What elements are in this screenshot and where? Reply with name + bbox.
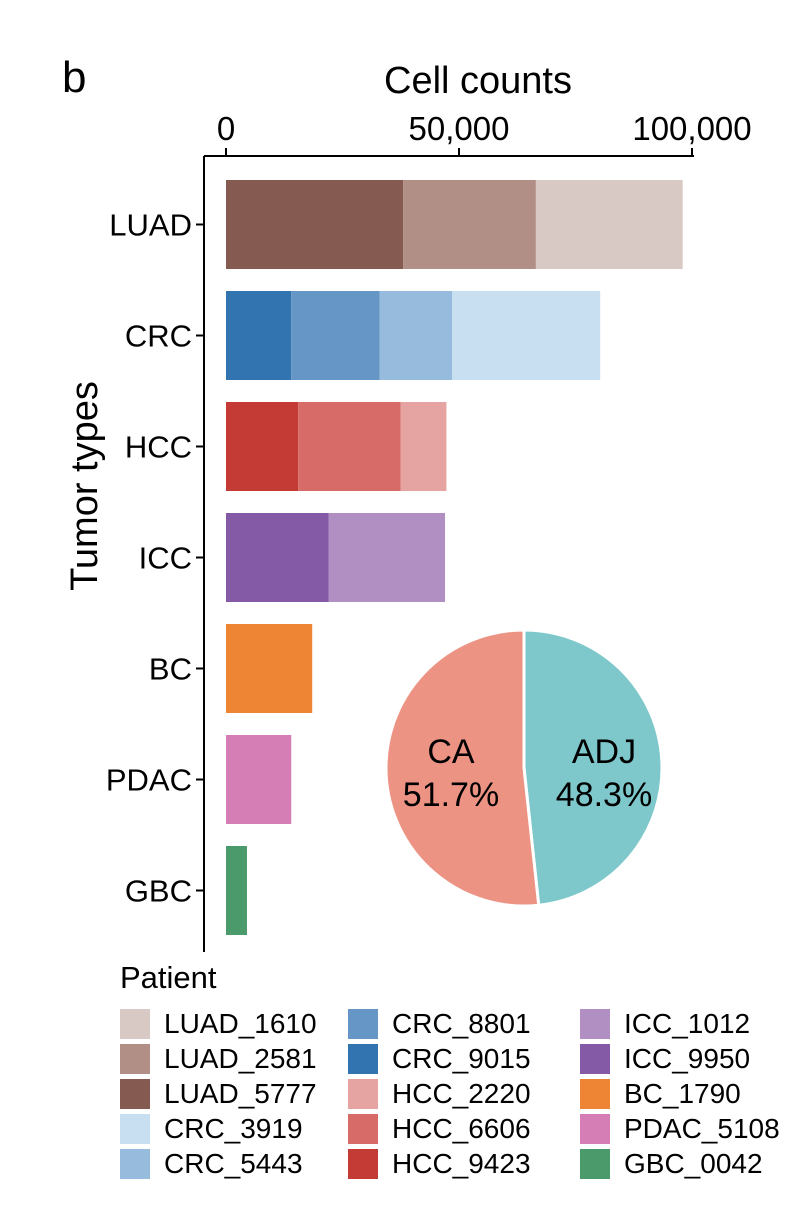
x-tick-label: 100,000 (632, 110, 751, 147)
legend-label: LUAD_1610 (164, 1007, 317, 1039)
y-tick-label: PDAC (106, 763, 192, 798)
y-tick-label: HCC (125, 430, 192, 465)
legend-item: CRC_5443 (120, 1146, 348, 1181)
legend-label: CRC_8801 (392, 1007, 531, 1039)
legend-swatch (580, 1078, 610, 1109)
legend-label: CRC_5443 (164, 1147, 303, 1179)
legend-grid: LUAD_1610 LUAD_2581 LUAD_5777 CRC_3919 CRC_5… (120, 1006, 800, 1181)
legend-item: ICC_1012 (580, 1006, 800, 1041)
y-tick-label: CRC (125, 319, 192, 354)
x-tick-label: 50,000 (409, 110, 510, 147)
legend-swatch (580, 1008, 610, 1039)
x-axis-title: Cell counts (384, 60, 572, 102)
bar-segment-luad-2581 (403, 180, 536, 269)
x-tick-label: 0 (217, 110, 235, 147)
legend-item: HCC_2220 (348, 1076, 580, 1111)
bar-segment-crc-5443 (379, 291, 453, 380)
y-axis-title: Tumor types (64, 381, 106, 591)
x-axis: 0 50,000 100,000 (204, 110, 752, 157)
y-tick-label: ICC (139, 541, 192, 576)
stacked-bar-chart: b Cell counts Tumor types 0 50,000 100,000… (62, 53, 752, 952)
legend-label: HCC_2220 (392, 1077, 531, 1109)
bar-segment-hcc-6606 (298, 402, 401, 491)
bars-group (226, 180, 683, 935)
legend-swatch (580, 1148, 610, 1179)
bar-segment-crc-8801 (291, 291, 380, 380)
legend-item: HCC_9423 (348, 1146, 580, 1181)
legend-item: LUAD_1610 (120, 1006, 348, 1041)
legend-item: CRC_9015 (348, 1041, 580, 1076)
legend-swatch (580, 1043, 610, 1074)
pie-label-adj: ADJ (572, 733, 636, 771)
legend-label: LUAD_5777 (164, 1077, 317, 1109)
pie-label-ca: CA (427, 733, 475, 771)
bar-segment-crc-9015 (226, 291, 292, 380)
legend-item: BC_1790 (580, 1076, 800, 1111)
bar-segment-gbc-0042 (226, 846, 247, 935)
legend-title: Patient (120, 960, 217, 995)
legend-label: HCC_9423 (392, 1147, 531, 1179)
bar-segment-icc-9950 (226, 513, 329, 602)
legend: Patient LUAD_1610 LUAD_2581 LUAD_5777 CRC_3… (120, 960, 800, 1181)
legend-label: ICC_1012 (624, 1007, 751, 1039)
pie-percent-adj: 48.3% (556, 776, 652, 814)
bar-segment-bc-1790 (226, 624, 313, 713)
legend-swatch (348, 1148, 378, 1179)
bar-segment-hcc-9423 (226, 402, 299, 491)
pie-chart: ADJ 48.3% CA 51.7% (384, 628, 664, 908)
legend-item: GBC_0042 (580, 1146, 800, 1181)
legend-swatch (580, 1113, 610, 1144)
panel-label: b (62, 53, 86, 102)
legend-label: CRC_9015 (392, 1042, 531, 1074)
bar-segment-luad-1610 (535, 180, 683, 269)
legend-label: ICC_9950 (624, 1042, 751, 1074)
legend-swatch (348, 1078, 378, 1109)
legend-label: PDAC_5108 (624, 1112, 780, 1144)
y-tick-label: GBC (125, 874, 192, 909)
y-tick-label: LUAD (109, 208, 192, 243)
legend-item: CRC_3919 (120, 1111, 348, 1146)
legend-swatch (120, 1043, 150, 1074)
bar-segment-luad-5777 (226, 180, 404, 269)
legend-swatch (348, 1043, 378, 1074)
legend-label: LUAD_2581 (164, 1042, 317, 1074)
y-axis: LUAD CRC HCC ICC BC PDAC GBC (106, 156, 205, 952)
legend-item: HCC_6606 (348, 1111, 580, 1146)
bar-segment-icc-1012 (328, 513, 446, 602)
legend-item: LUAD_5777 (120, 1076, 348, 1111)
bar-segment-pdac-5108 (226, 735, 292, 824)
legend-swatch (120, 1113, 150, 1144)
legend-item: ICC_9950 (580, 1041, 800, 1076)
pie-slice-adj (522, 628, 664, 907)
legend-swatch (120, 1078, 150, 1109)
legend-item: PDAC_5108 (580, 1111, 800, 1146)
pie-slice-ca (384, 628, 541, 908)
legend-swatch (348, 1113, 378, 1144)
legend-swatch (120, 1008, 150, 1039)
legend-item: CRC_8801 (348, 1006, 580, 1041)
legend-label: BC_1790 (624, 1077, 741, 1109)
y-tick-label: BC (149, 652, 192, 687)
legend-swatch (348, 1008, 378, 1039)
legend-label: GBC_0042 (624, 1147, 763, 1179)
legend-label: CRC_3919 (164, 1112, 303, 1144)
pie-percent-ca: 51.7% (403, 776, 499, 814)
bar-segment-crc-3919 (452, 291, 601, 380)
bar-segment-hcc-2220 (400, 402, 447, 491)
legend-swatch (120, 1148, 150, 1179)
legend-label: HCC_6606 (392, 1112, 531, 1144)
legend-item: LUAD_2581 (120, 1041, 348, 1076)
